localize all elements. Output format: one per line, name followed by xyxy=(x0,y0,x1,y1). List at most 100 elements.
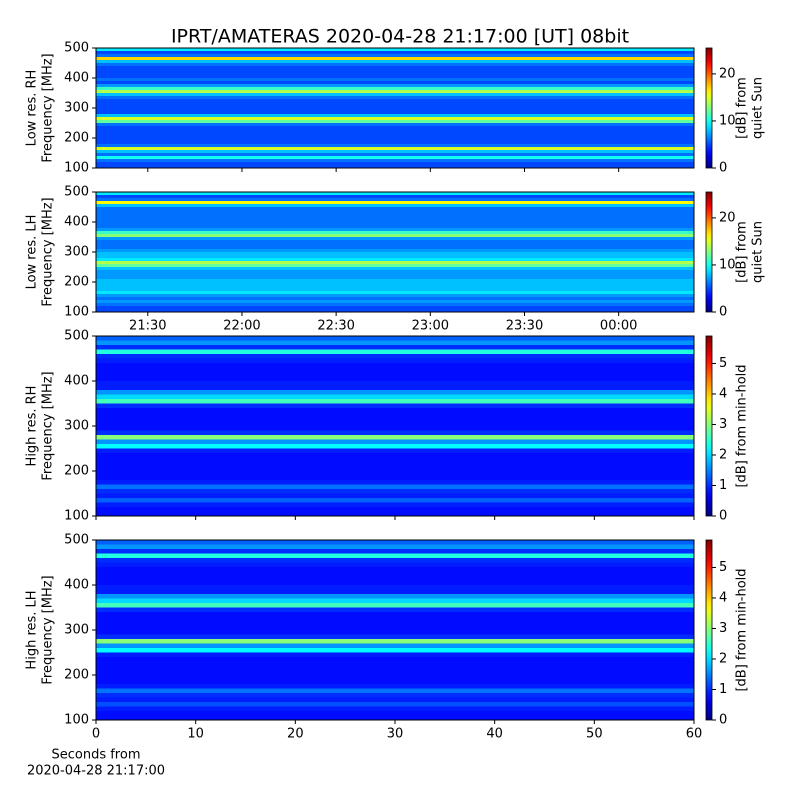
heatmap-cell xyxy=(96,84,694,87)
heatmap-cell xyxy=(96,204,694,207)
heatmap-cell xyxy=(96,493,694,498)
x-axis-label: 2020-04-28 21:17:00 xyxy=(27,764,165,779)
heatmap-cell xyxy=(96,198,694,201)
colorbar-tick-label: 5 xyxy=(719,560,727,575)
heatmap-cell xyxy=(96,264,694,267)
y-axis-label: Frequency [MHz] xyxy=(41,53,56,162)
y-tick-label: 500 xyxy=(64,185,89,200)
heatmap-cell xyxy=(96,345,694,350)
heatmap-cell xyxy=(96,108,694,111)
heatmap-cell xyxy=(96,111,694,114)
heatmap-cell xyxy=(96,279,694,282)
heatmap-cell xyxy=(96,102,694,105)
y-tick-label: 300 xyxy=(64,245,89,260)
colorbar-tick-label: 0 xyxy=(719,161,727,176)
y-tick-label: 300 xyxy=(64,101,89,116)
heatmap-cell xyxy=(96,246,694,249)
colorbar-tick-label: 1 xyxy=(719,682,727,697)
colorbar-tick-label: 0 xyxy=(719,305,727,320)
x-tick-label: 50 xyxy=(586,727,603,742)
heatmap-cell xyxy=(96,135,694,138)
heatmap-cell xyxy=(96,553,694,558)
heatmap-cell xyxy=(96,216,694,219)
heatmap-cell xyxy=(96,403,694,408)
colorbar xyxy=(705,47,713,169)
heatmap-cell xyxy=(96,544,694,549)
colorbar-tick-label: 2 xyxy=(719,447,727,462)
heatmap-cell xyxy=(96,603,694,608)
heatmap-cell xyxy=(96,240,694,243)
heatmap-cell xyxy=(96,480,694,485)
y-tick-label: 200 xyxy=(64,464,89,479)
heatmap-cell xyxy=(96,303,694,306)
heatmap-cell xyxy=(96,66,694,69)
heatmap-cell xyxy=(96,51,694,54)
heatmap-cell xyxy=(96,399,694,404)
heatmap-cell xyxy=(96,616,694,621)
heatmap-cell xyxy=(96,502,694,507)
heatmap-cell xyxy=(96,252,694,255)
chart-title: IPRT/AMATERAS 2020-04-28 21:17:00 [UT] 0… xyxy=(171,26,629,48)
heatmap-cell xyxy=(96,297,694,300)
y-tick-label: 100 xyxy=(64,161,89,176)
x-tick-label: 21:30 xyxy=(129,319,166,334)
heatmap-cell xyxy=(96,237,694,240)
heatmap-cell xyxy=(96,138,694,141)
y-tick-label: 100 xyxy=(64,305,89,320)
heatmap-cell xyxy=(96,594,694,599)
heatmap-cell xyxy=(96,195,694,198)
heatmap-cell xyxy=(96,706,694,711)
heatmap-cell xyxy=(96,421,694,426)
heatmap-cell xyxy=(96,255,694,258)
y-tick-label: 500 xyxy=(64,533,89,548)
heatmap-cell xyxy=(96,249,694,252)
heatmap-cell xyxy=(96,394,694,399)
heatmap-cell xyxy=(96,621,694,626)
heatmap-cell xyxy=(96,294,694,297)
heatmap-cell xyxy=(96,126,694,129)
colorbar-tick-label: 0 xyxy=(719,509,727,524)
heatmap-cell xyxy=(96,457,694,462)
heatmap-cell xyxy=(96,75,694,78)
colorbar xyxy=(705,335,713,517)
colorbar-tick-label: 2 xyxy=(719,651,727,666)
heatmap-cell xyxy=(96,448,694,453)
heatmap-cell xyxy=(96,444,694,449)
heatmap-cell xyxy=(96,688,694,693)
heatmap-cell xyxy=(96,666,694,671)
heatmap-cell xyxy=(96,162,694,165)
y-axis-label: High res. RH xyxy=(25,386,40,467)
y-tick-label: 500 xyxy=(64,329,89,344)
heatmap-cell xyxy=(96,213,694,216)
heatmap-cell xyxy=(96,408,694,413)
heatmap-cell xyxy=(96,607,694,612)
colorbar-label: [dB] from min-hold xyxy=(735,568,750,691)
heatmap-cell xyxy=(96,54,694,57)
heatmap-cell xyxy=(96,381,694,386)
y-axis-label: High res. LH xyxy=(25,590,40,669)
colorbar-tick-label: 10 xyxy=(719,113,736,128)
heatmap-cell xyxy=(96,657,694,662)
heatmap-cell xyxy=(96,367,694,372)
colorbar-tick-label: 0 xyxy=(719,713,727,728)
heatmap-cell xyxy=(96,228,694,231)
heatmap-cell xyxy=(96,261,694,264)
heatmap-cell xyxy=(96,549,694,554)
heatmap-cell xyxy=(96,159,694,162)
heatmap-cell xyxy=(96,684,694,689)
colorbar-label: [dB] from min-hold xyxy=(735,364,750,487)
heatmap-cell xyxy=(96,336,694,341)
y-axis-label: Frequency [MHz] xyxy=(41,197,56,306)
colorbar-tick-label: 20 xyxy=(719,66,736,81)
heatmap-cell xyxy=(96,210,694,213)
heatmap-cell xyxy=(96,306,694,309)
heatmap-cell xyxy=(96,511,694,516)
heatmap-cell xyxy=(96,141,694,144)
colorbar-tick-label: 5 xyxy=(719,356,727,371)
heatmap-cell xyxy=(96,498,694,503)
heatmap-cell xyxy=(96,417,694,422)
y-tick-label: 400 xyxy=(64,71,89,86)
colorbar xyxy=(705,539,713,721)
colorbar-tick-label: 4 xyxy=(719,590,727,605)
colorbar-label: quiet Sun xyxy=(751,77,766,139)
